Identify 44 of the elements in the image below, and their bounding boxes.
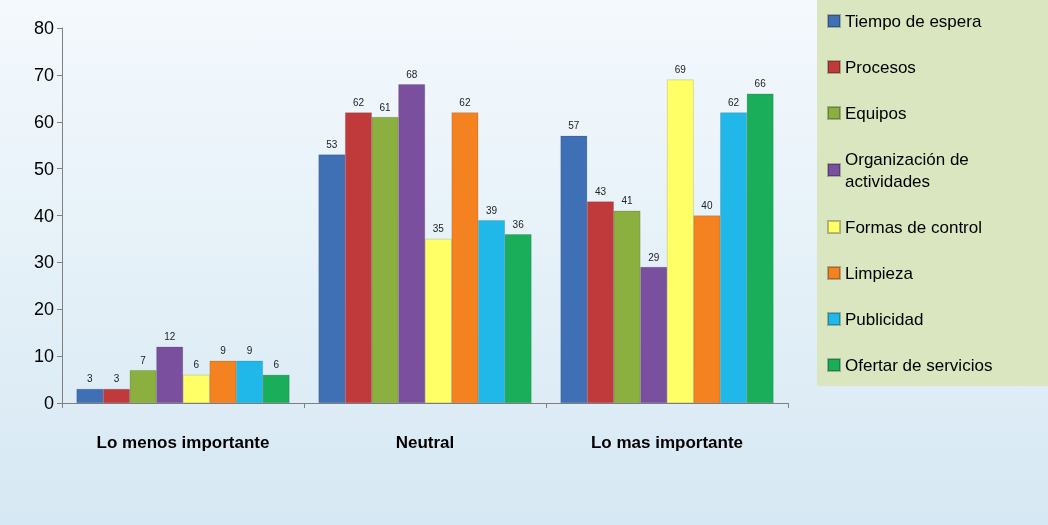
- data-label: 6: [193, 359, 200, 371]
- data-label: 35: [432, 223, 445, 235]
- data-label: 62: [727, 96, 740, 108]
- data-label: 9: [246, 345, 253, 357]
- y-tick-label: 20: [33, 299, 54, 320]
- data-label: 36: [512, 218, 525, 230]
- y-tick-label: 60: [33, 111, 54, 132]
- data-label: 61: [379, 101, 392, 113]
- legend-label: Publicidad: [845, 309, 924, 329]
- y-tick-label: 10: [33, 346, 54, 367]
- x-tick-label: Lo mas importante: [590, 432, 744, 452]
- data-label: 62: [352, 96, 365, 108]
- legend-label: Procesos: [845, 57, 916, 77]
- y-tick-label: 80: [33, 18, 54, 38]
- y-tick-label: 30: [33, 252, 54, 273]
- data-label: 68: [406, 68, 418, 80]
- data-label: 3: [113, 373, 120, 385]
- legend-label: Organización de actividades: [845, 149, 974, 191]
- data-label: 41: [621, 195, 634, 207]
- data-label: 57: [568, 120, 580, 132]
- legend-label: Limpieza: [845, 263, 914, 283]
- data-label: 9: [220, 345, 227, 357]
- data-label: 66: [754, 78, 767, 90]
- data-label: 29: [648, 251, 660, 263]
- legend-label: Tiempo de espera: [845, 11, 982, 31]
- legend-label: Formas de control: [845, 217, 982, 237]
- y-tick-label: 50: [33, 158, 54, 179]
- y-tick-label: 70: [33, 64, 54, 85]
- x-tick-label: Neutral: [395, 432, 455, 452]
- data-label: 12: [164, 331, 176, 343]
- legend-label: Ofertar de servicios: [845, 355, 993, 375]
- data-label: 62: [459, 96, 471, 108]
- data-label: 6: [273, 359, 280, 371]
- data-label: 53: [326, 139, 338, 151]
- data-label: 43: [594, 185, 607, 197]
- legend-label: Equipos: [845, 103, 907, 123]
- y-tick-label: 40: [33, 205, 54, 226]
- data-label: 7: [140, 354, 147, 366]
- y-tick-label: 0: [43, 393, 54, 413]
- data-label: 3: [87, 373, 94, 385]
- data-label: 69: [674, 64, 687, 76]
- data-label: 39: [485, 204, 498, 216]
- data-label: 40: [701, 200, 713, 211]
- x-tick-label: Lo menos importante: [96, 432, 270, 452]
